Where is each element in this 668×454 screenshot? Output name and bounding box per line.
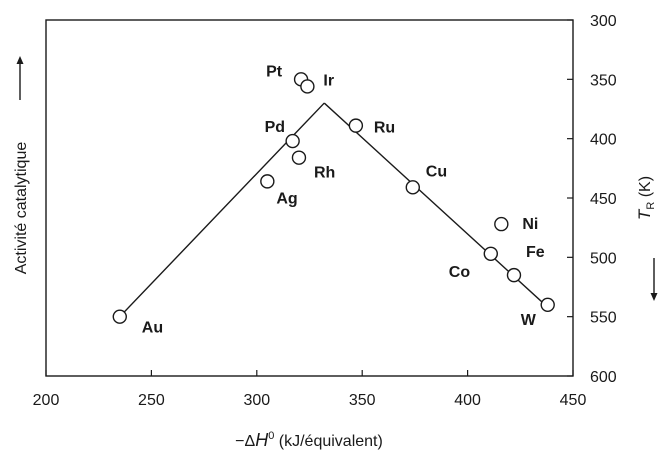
x-axis-label-prefix: −Δ	[235, 433, 255, 450]
x-tick-label: 250	[138, 392, 165, 409]
data-point-ir	[300, 79, 315, 94]
point-label-au: Au	[142, 320, 163, 337]
y-right-tick-label: 550	[590, 310, 617, 327]
x-tick-label: 350	[349, 392, 376, 409]
point-label-ir: Ir	[323, 72, 334, 89]
data-point-ag	[260, 174, 275, 189]
x-tick-label: 400	[454, 392, 481, 409]
x-axis-label-symbol: H	[255, 430, 269, 450]
x-axis-ticks: 200 250 300 350 400 450	[33, 370, 587, 409]
point-label-pd: Pd	[265, 119, 285, 136]
plot-frame	[45, 19, 574, 377]
point-label-ru: Ru	[374, 120, 395, 137]
right-axis-label-unit: (K)	[637, 176, 654, 202]
y-right-axis-ticks: 300 350 400 450 500 550 600	[567, 13, 617, 386]
point-label-cu: Cu	[426, 163, 447, 180]
x-tick-label: 450	[560, 392, 587, 409]
x-tick-label: 300	[243, 392, 270, 409]
point-label-pt: Pt	[266, 63, 283, 80]
trend-lines	[119, 102, 549, 318]
point-label-w: W	[521, 312, 537, 329]
data-point-au	[112, 309, 127, 324]
x-axis-label: −ΔH0 (kJ/équivalent)	[235, 430, 383, 450]
data-point-cu	[405, 180, 420, 195]
y-right-tick-label: 300	[590, 13, 617, 30]
point-label-co: Co	[449, 264, 471, 281]
right-axis-label-group: TR (K)	[635, 176, 657, 220]
point-label-ni: Ni	[522, 216, 538, 233]
x-axis-label-superscript: 0	[268, 430, 274, 442]
left-axis-up-arrow	[16, 56, 24, 100]
point-label-rh: Rh	[314, 165, 335, 182]
y-right-tick-label: 350	[590, 72, 617, 89]
right-axis-label-symbol: T	[635, 208, 654, 220]
y-right-tick-label: 600	[590, 369, 617, 386]
right-axis-label-subscript: R	[645, 202, 657, 210]
data-point-co	[483, 246, 498, 261]
point-label-fe: Fe	[526, 244, 545, 261]
data-points	[112, 72, 555, 324]
y-right-tick-label: 500	[590, 250, 617, 267]
x-tick-label: 200	[33, 392, 60, 409]
y-right-tick-label: 400	[590, 132, 617, 149]
data-point-ni	[494, 216, 509, 232]
left-axis-label: Activité catalytique	[13, 142, 30, 275]
right-axis-down-arrow	[650, 258, 658, 301]
data-point-rh	[291, 150, 307, 165]
data-point-pd	[285, 133, 300, 149]
data-point-fe	[506, 267, 522, 283]
point-labels: Au Ag Pd Rh Pt Ir Ru Cu Ni Co Fe W	[142, 63, 545, 336]
y-right-tick-label: 450	[590, 191, 617, 208]
x-axis-label-suffix: (kJ/équivalent)	[274, 433, 383, 450]
right-axis-label: TR (K)	[635, 176, 657, 220]
point-label-ag: Ag	[276, 190, 297, 207]
data-point-w	[540, 297, 555, 312]
data-point-ru	[348, 118, 364, 133]
left-axis-label-group: Activité catalytique	[13, 142, 30, 275]
